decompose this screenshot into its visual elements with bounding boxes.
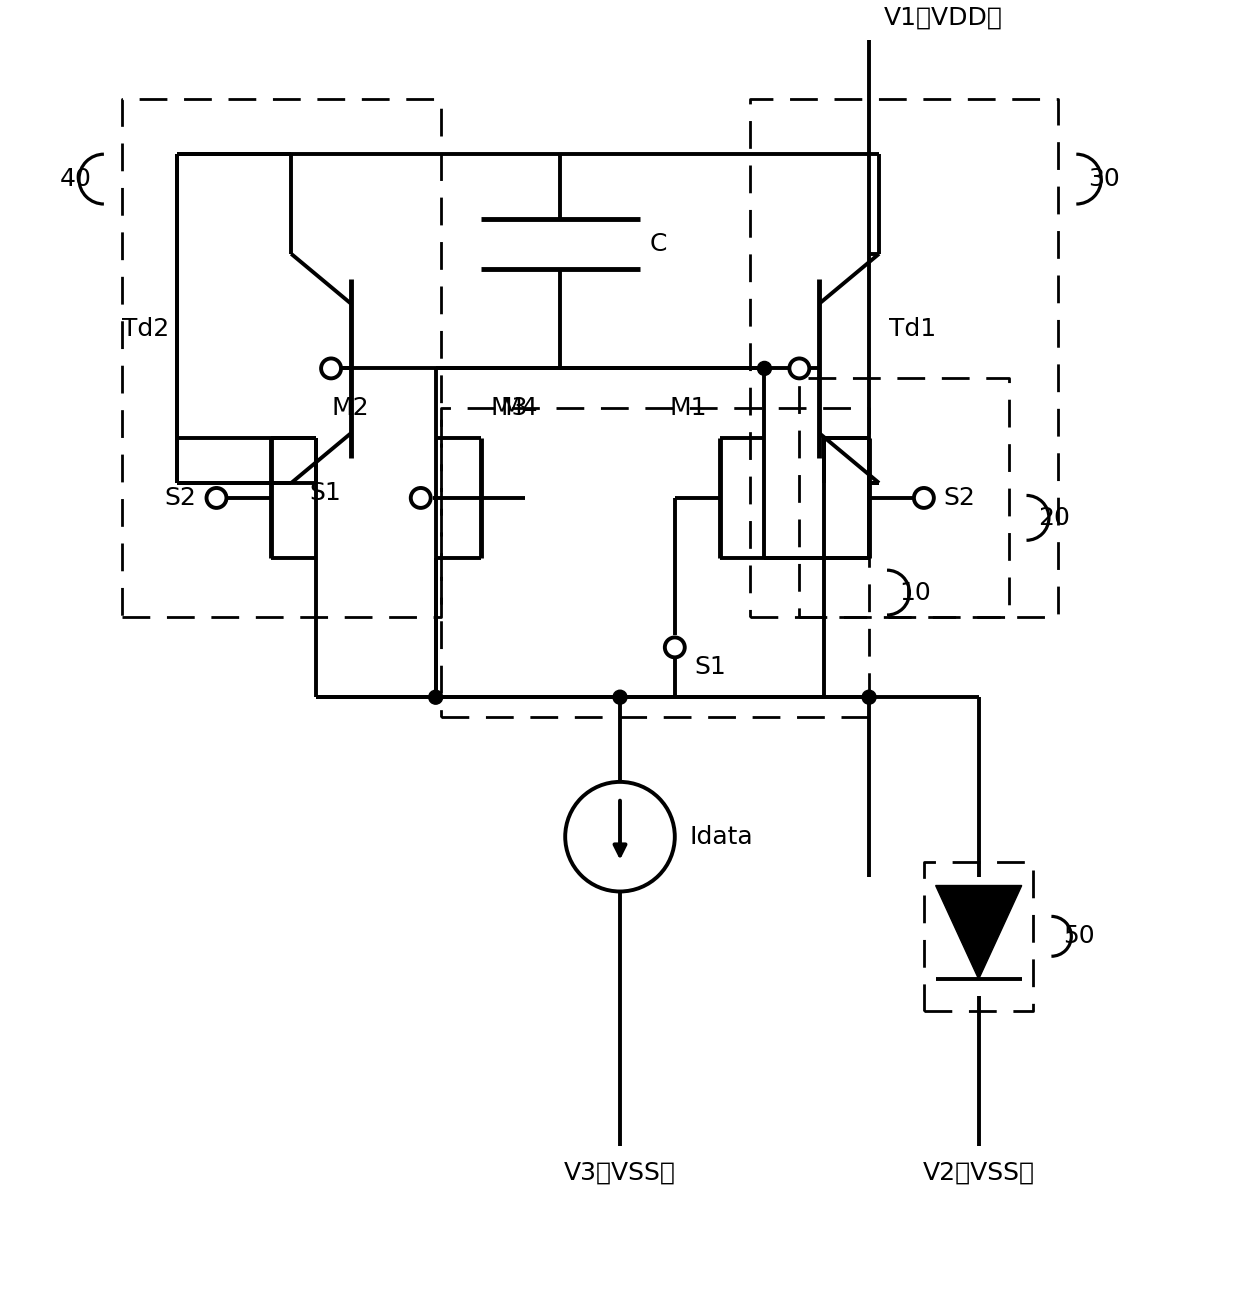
Text: Td2: Td2 [122,316,169,341]
Polygon shape [936,886,1022,979]
Text: 30: 30 [1089,167,1120,192]
Text: S1: S1 [694,655,727,680]
Text: S2: S2 [165,486,197,510]
Text: M2: M2 [331,396,368,421]
Circle shape [429,690,443,704]
Circle shape [207,488,227,508]
Circle shape [758,361,771,376]
Text: V2（VSS）: V2（VSS） [923,1160,1034,1185]
Text: V1（VDD）: V1（VDD） [884,5,1003,30]
Text: 20: 20 [1038,506,1070,530]
Circle shape [862,690,875,704]
Text: M4: M4 [501,396,538,421]
Text: M1: M1 [670,396,707,421]
Circle shape [613,690,627,704]
Text: 10: 10 [899,580,931,605]
Circle shape [321,359,341,378]
Text: 50: 50 [1064,925,1095,948]
Circle shape [914,488,934,508]
Circle shape [790,359,810,378]
Text: V3（VSS）: V3（VSS） [564,1160,676,1185]
Circle shape [665,637,684,658]
Text: Idata: Idata [689,825,754,848]
Text: M3: M3 [491,396,528,421]
Text: S2: S2 [944,486,976,510]
Text: Td1: Td1 [889,316,936,341]
Text: S1: S1 [309,480,341,505]
Text: C: C [650,232,667,256]
Circle shape [410,488,430,508]
Text: 40: 40 [60,167,92,192]
